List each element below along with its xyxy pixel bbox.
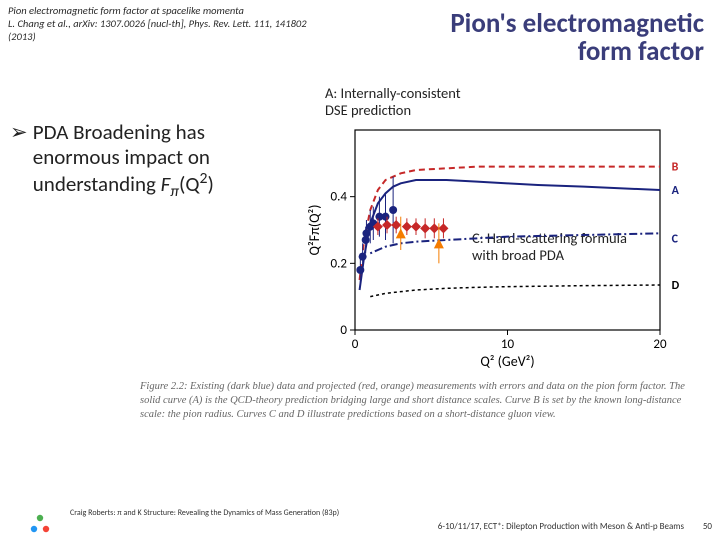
footer-left: Craig Roberts: π and K Structure: Reveal… <box>70 508 339 518</box>
bullet-list: ➢ PDA Broadening has enormous impact on … <box>10 120 280 202</box>
svg-text:C: C <box>672 232 679 246</box>
slide-number: 50 <box>703 521 712 532</box>
page-title: Pion's electromagnetic form factor <box>364 10 704 67</box>
svg-text:Q²Fπ(Q²): Q²Fπ(Q²) <box>306 205 323 256</box>
svg-text:D: D <box>672 279 680 293</box>
footer-right: 6-10/11/17, ECT*: Dilepton Production wi… <box>438 521 684 532</box>
figure-caption: Figure 2.2: Existing (dark blue) data an… <box>140 380 700 423</box>
svg-text:20: 20 <box>653 337 667 352</box>
svg-text:0: 0 <box>340 323 347 338</box>
svg-text:0.4: 0.4 <box>331 190 348 205</box>
citation-line2: L. Chang et al., arXiv: 1307.0026 [nucl-… <box>8 17 307 43</box>
svg-text:Q² (GeV²): Q² (GeV²) <box>480 353 534 370</box>
svg-text:0.2: 0.2 <box>331 256 348 271</box>
citation-block: Pion electromagnetic form factor at spac… <box>8 4 318 43</box>
annotation-A: A: Internally-consistentDSE prediction <box>325 85 461 118</box>
bullet-symbol: ➢ <box>10 120 28 145</box>
svg-text:0: 0 <box>352 337 359 352</box>
logo-triangle-icon <box>30 514 50 534</box>
svg-text:10: 10 <box>501 337 515 352</box>
citation-line1: Pion electromagnetic form factor at spac… <box>8 4 244 17</box>
bullet-text: PDA Broadening has enormous impact on un… <box>33 120 273 202</box>
svg-text:B: B <box>672 161 679 175</box>
title-line2: form factor <box>578 35 704 68</box>
pion-formfactor-chart: 0 10 20 0 0.2 0.4 Q² (GeV²) Q²Fπ(Q²) AB C D <box>305 120 685 370</box>
svg-text:A: A <box>672 184 680 198</box>
